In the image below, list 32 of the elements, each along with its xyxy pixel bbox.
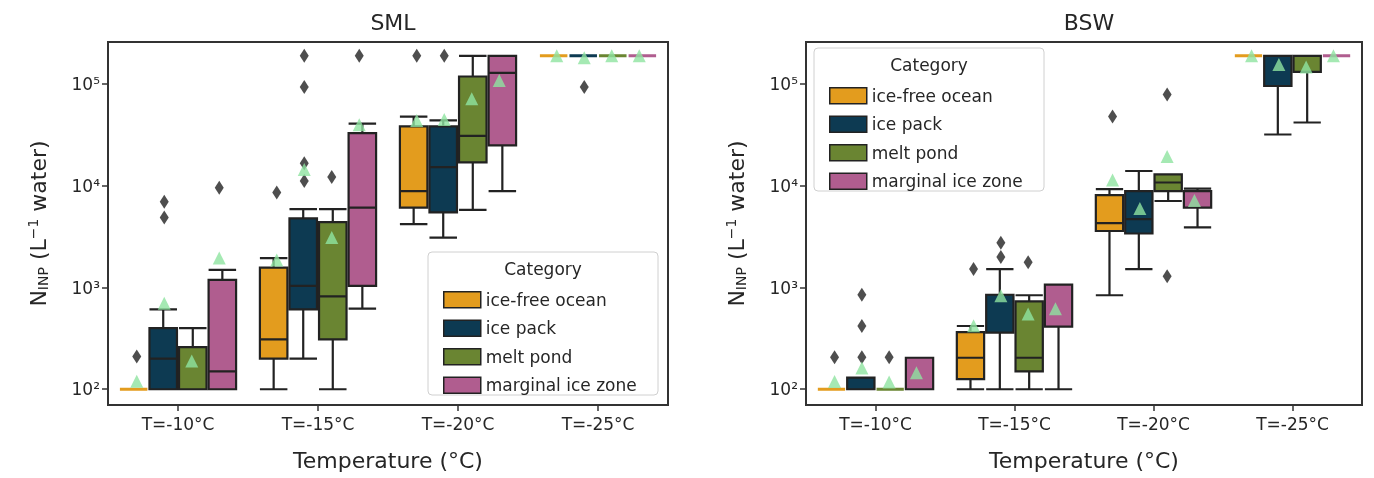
x-tick-label: T=-25°C [1255,413,1329,434]
chart-title: SML [370,9,417,35]
legend-label: melt pond [871,142,959,163]
legend-label: ice-free ocean [485,289,607,310]
y-tick-label: 10⁴ [769,175,799,196]
legend-title: Category [890,54,968,75]
legend-label: marginal ice zone [485,375,637,396]
legend-label: ice pack [871,114,943,135]
y-tick-label: 10⁵ [71,74,100,95]
x-tick-label: T=-15°C [977,413,1051,434]
x-tick-label: T=-10°C [140,413,215,434]
legend-title: Category [504,258,582,279]
x-axis-title: Temperature (°C) [988,447,1179,473]
y-tick-label: 10⁴ [71,175,101,196]
legend-label: ice-free ocean [871,85,993,106]
x-tick-label: T=-15°C [280,413,355,434]
x-tick-label: T=-20°C [420,413,495,434]
legend-label: ice pack [485,318,557,339]
x-tick-label: T=-10°C [838,413,912,434]
y-tick-label: 10³ [769,277,798,298]
y-axis-title: NINP (L−1 water) [25,140,51,307]
x-axis-title: Temperature (°C) [292,447,483,473]
legend-label: marginal ice zone [871,171,1023,192]
y-tick-label: 10² [769,379,798,400]
y-tick-label: 10³ [71,277,100,298]
x-tick-label: T=-20°C [1116,413,1190,434]
y-axis-title: NINP (L−1 water) [723,140,749,307]
y-tick-label: 10² [71,379,100,400]
x-tick-label: T=-25°C [560,413,635,434]
legend-label: melt pond [485,346,573,367]
chart-title: BSW [1063,9,1115,35]
y-tick-label: 10⁵ [769,74,798,95]
